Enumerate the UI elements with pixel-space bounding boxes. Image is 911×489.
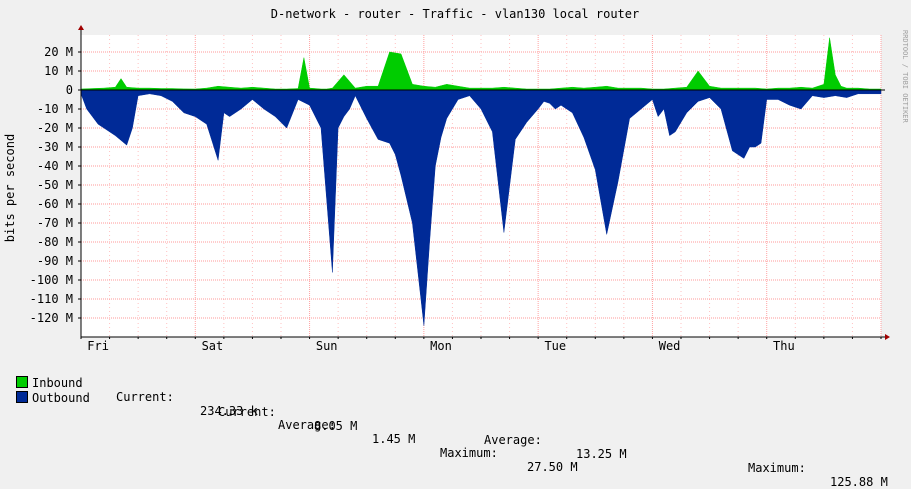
traffic-chart: D-network - router - Traffic - vlan130 l… bbox=[3, 7, 909, 353]
series-outbound-area bbox=[80, 89, 882, 326]
outbound-current-value: 8.05 M bbox=[314, 419, 358, 433]
outbound-current-label: Current: bbox=[218, 405, 276, 419]
legend-outbound: Outbound Current: 8.05 M Average: 13.25 … bbox=[16, 377, 888, 489]
y-axis-label: bits per second bbox=[3, 134, 17, 242]
outbound-maximum-label: Maximum: bbox=[748, 461, 806, 475]
outbound-maximum-value: 125.88 M bbox=[830, 475, 888, 489]
outbound-swatch bbox=[16, 391, 28, 403]
y-tick-label: -30 M bbox=[37, 140, 73, 154]
inbound-average-value: 1.45 M bbox=[372, 432, 416, 446]
legend-outbound-label: Outbound bbox=[32, 391, 90, 405]
x-tick-label: Sat bbox=[202, 339, 224, 353]
outbound-average-label: Average: bbox=[484, 433, 542, 447]
y-tick-label: 10 M bbox=[44, 64, 73, 78]
chart-title: D-network - router - Traffic - vlan130 l… bbox=[271, 7, 639, 21]
watermark: RRDTOOL / TOBI OETIKER bbox=[901, 30, 909, 124]
y-tick-label: -60 M bbox=[37, 197, 73, 211]
x-tick-label: Fri bbox=[87, 339, 109, 353]
y-tick-label: -10 M bbox=[37, 102, 73, 116]
x-tick-label: Thu bbox=[773, 339, 795, 353]
y-tick-label: -80 M bbox=[37, 235, 73, 249]
legend-inbound-label: Inbound bbox=[32, 376, 83, 390]
y-tick-label: -20 M bbox=[37, 121, 73, 135]
series-inbound-area bbox=[80, 37, 882, 91]
y-tick-label: -50 M bbox=[37, 178, 73, 192]
y-axis-arrow bbox=[78, 25, 84, 30]
y-tick-label: -120 M bbox=[30, 311, 73, 325]
y-tick-label: -100 M bbox=[30, 273, 73, 287]
inbound-swatch bbox=[16, 376, 28, 388]
plot-area: 20 M 10 M 0 -10 M -20 M -30 M -40 M -50 M -60 M -… bbox=[30, 25, 890, 353]
inbound-current-label: Current: bbox=[116, 390, 174, 404]
y-tick-label: 20 M bbox=[44, 45, 73, 59]
x-tick-label: Tue bbox=[544, 339, 566, 353]
y-tick-label: 0 bbox=[66, 83, 73, 97]
y-tick-label: -90 M bbox=[37, 254, 73, 268]
outbound-average-value: 13.25 M bbox=[576, 447, 627, 461]
y-tick-label: -70 M bbox=[37, 216, 73, 230]
y-tick-label: -40 M bbox=[37, 159, 73, 173]
y-tick-label: -110 M bbox=[30, 292, 73, 306]
x-tick-label: Wed bbox=[659, 339, 681, 353]
x-tick-label: Sun bbox=[316, 339, 338, 353]
plot-background bbox=[81, 35, 881, 337]
x-tick-label: Mon bbox=[430, 339, 452, 353]
x-axis-arrow bbox=[885, 334, 890, 340]
inbound-maximum-value: 27.50 M bbox=[527, 460, 578, 474]
inbound-maximum-label: Maximum: bbox=[440, 446, 498, 460]
legend-inbound: Inbound Current: 234.33 k Average: 1.45 … bbox=[16, 362, 578, 474]
